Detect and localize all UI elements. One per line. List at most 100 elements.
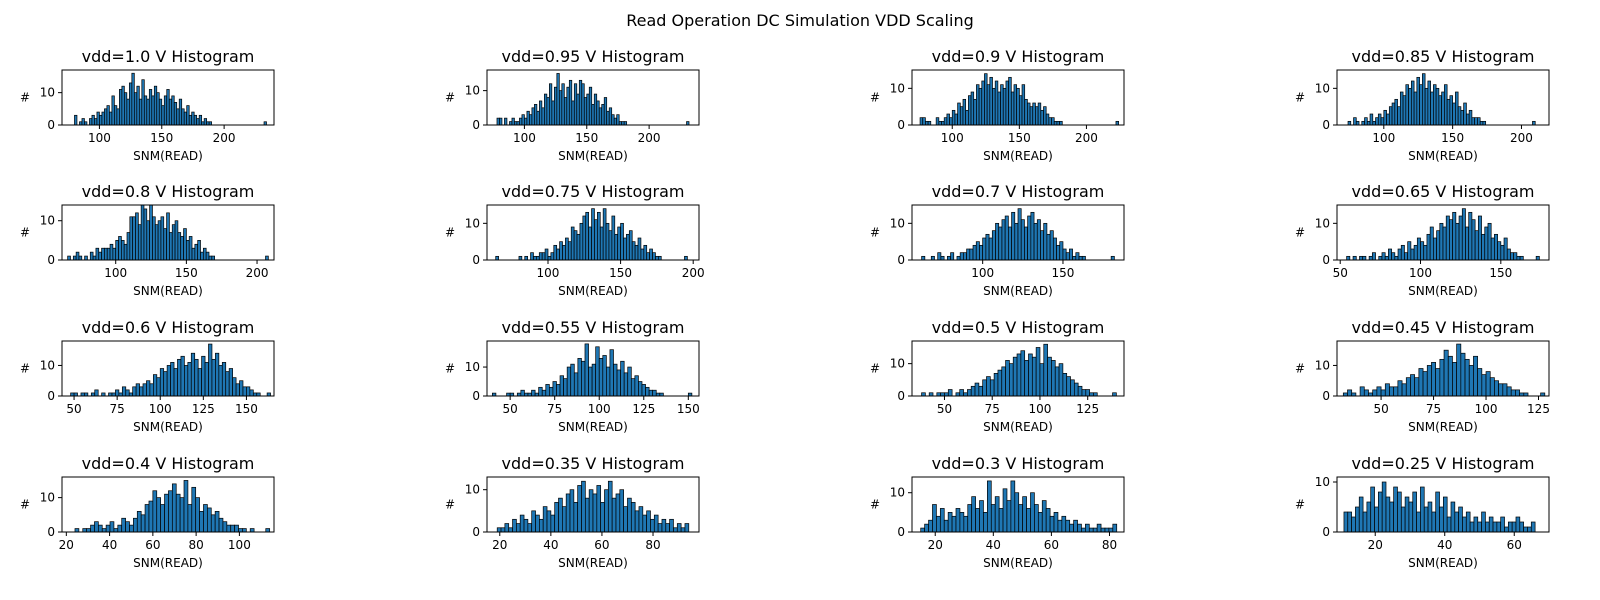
y-tick-label: 0 — [1322, 389, 1330, 403]
histogram-bar — [1062, 248, 1067, 261]
histogram-bar — [1014, 222, 1019, 261]
histogram-bar — [623, 237, 627, 261]
histogram-bar — [1049, 515, 1055, 533]
histogram-bar — [1037, 102, 1042, 126]
x-tick-label: 100 — [1475, 402, 1498, 416]
histogram-bar — [173, 368, 178, 397]
histogram-bar — [1069, 523, 1074, 533]
histogram-bar — [225, 371, 230, 397]
histogram-bar — [246, 386, 251, 397]
histogram-bar — [173, 102, 178, 126]
histogram-bar — [1422, 73, 1426, 126]
x-tick-label: 100 — [228, 538, 251, 552]
histogram-bar — [1054, 366, 1060, 397]
histogram-bar — [125, 389, 130, 397]
subplot-8: vdd=0.6 V Histogram 50 75 100 125 150 0 10 SNM(R… — [20, 318, 275, 434]
histogram-bar — [183, 111, 188, 126]
histogram-bar — [601, 104, 605, 126]
histogram-bar — [1452, 102, 1456, 126]
histogram-bar — [143, 95, 148, 126]
histogram-bar — [1353, 117, 1357, 126]
histogram-bar — [546, 97, 550, 126]
histogram-bar — [1006, 500, 1012, 533]
histogram-bar — [158, 98, 163, 126]
histogram-bar — [188, 114, 193, 126]
histogram-bar — [573, 83, 578, 126]
histogram-bar — [941, 120, 945, 126]
histogram-bar — [570, 363, 575, 397]
histogram-bar — [496, 117, 500, 126]
histogram-bar — [1427, 80, 1431, 126]
histogram-bar — [1372, 389, 1378, 397]
histogram-bar — [568, 79, 573, 126]
histogram-bar — [1027, 215, 1032, 261]
histogram-bar — [1450, 501, 1456, 533]
histogram-bar — [140, 204, 145, 261]
histogram-bar — [1030, 211, 1035, 261]
subplot-title: vdd=0.4 V Histogram — [82, 454, 255, 473]
histogram-bar — [935, 117, 940, 126]
histogram-bar — [591, 363, 597, 397]
histogram-bar — [116, 108, 120, 126]
histogram-bar — [967, 389, 972, 397]
histogram-bar — [1510, 252, 1515, 261]
histogram-bar — [962, 98, 967, 126]
histogram-bar — [985, 233, 990, 261]
histogram-bar — [1527, 526, 1532, 533]
histogram-bar — [641, 384, 646, 397]
histogram-bar — [673, 527, 678, 533]
histogram-bar — [591, 104, 595, 126]
histogram-bar — [1474, 117, 1478, 126]
histogram-bar — [123, 243, 128, 261]
histogram-bar — [1022, 496, 1027, 533]
histogram-bar — [183, 228, 187, 261]
histogram-bar — [630, 502, 636, 533]
histogram-bar — [180, 236, 184, 261]
histogram-bar — [101, 528, 107, 533]
histogram-bar — [1420, 486, 1425, 533]
histogram-bar — [576, 93, 580, 126]
histogram-bar — [1441, 91, 1445, 126]
histogram-bar — [115, 389, 120, 397]
histogram-bar — [1051, 117, 1055, 126]
histogram-bar — [84, 255, 88, 261]
x-tick-label: 60 — [594, 538, 609, 552]
histogram-bar — [74, 114, 78, 126]
histogram-bar — [1420, 241, 1425, 261]
y-tick-label: 10 — [40, 214, 55, 228]
histogram-bar — [1346, 255, 1351, 261]
x-tick-label: 100 — [149, 402, 172, 416]
histogram-bar — [1405, 84, 1409, 126]
histogram-bar — [591, 208, 595, 261]
histogram-bar — [567, 241, 572, 261]
histogram-bar — [680, 527, 686, 533]
axes-frame — [911, 204, 1125, 261]
histogram-bar — [559, 375, 564, 397]
histogram-bar — [1485, 371, 1491, 397]
x-tick-label: 50 — [503, 402, 518, 416]
x-axis-label: SNM(READ) — [1408, 556, 1478, 570]
histogram-bar — [611, 497, 617, 533]
histogram-bar — [1380, 117, 1385, 126]
histogram-bar — [927, 120, 932, 126]
histogram-bar — [534, 104, 538, 126]
histogram-bar — [1355, 120, 1360, 126]
histogram-bar — [1519, 255, 1524, 261]
histogram-bar — [972, 244, 977, 261]
histogram-bar — [131, 72, 135, 126]
histogram-bar — [207, 507, 212, 533]
subplot-title: vdd=0.5 V Histogram — [932, 318, 1105, 337]
histogram-bar — [1374, 506, 1379, 533]
histogram-bar — [986, 376, 991, 397]
histogram-bar — [588, 226, 592, 261]
histogram-bar — [930, 255, 935, 261]
histogram-bar — [1366, 120, 1371, 126]
histogram-bar — [650, 518, 655, 533]
histogram-bar — [569, 489, 575, 533]
histogram-bar — [201, 355, 206, 397]
histogram-bar — [946, 255, 951, 261]
histogram-bar — [1001, 219, 1006, 261]
histogram-bar — [516, 121, 520, 126]
histogram-bar — [1069, 248, 1073, 261]
y-tick-label: 10 — [40, 358, 55, 372]
